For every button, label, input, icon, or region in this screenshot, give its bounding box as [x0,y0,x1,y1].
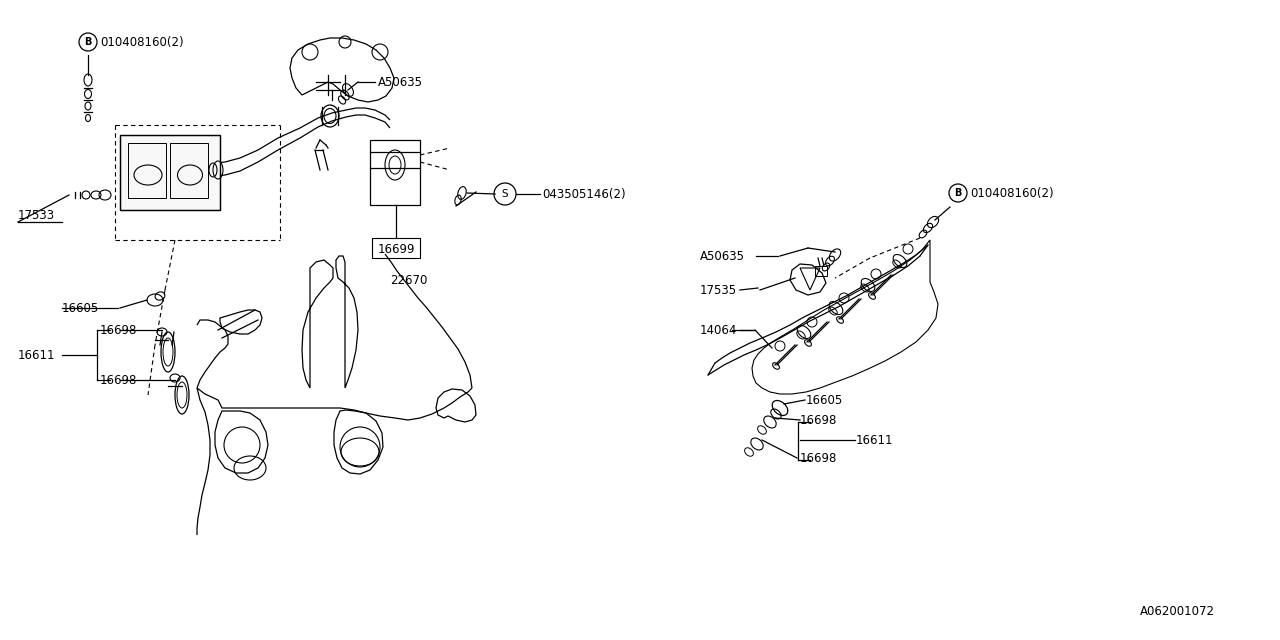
Bar [170,143,209,198]
Text: 22670: 22670 [390,273,428,287]
Text: A062001072: A062001072 [1140,605,1215,618]
Bar [128,143,166,198]
Circle shape [79,33,97,51]
Text: 16698: 16698 [100,323,137,337]
Text: 010408160(2): 010408160(2) [100,35,183,49]
Text: 14064: 14064 [700,323,737,337]
Text: A50635: A50635 [378,76,422,88]
Text: 17533: 17533 [18,209,55,222]
Bar [370,140,420,205]
Text: A50635: A50635 [700,250,745,262]
Text: B: B [955,188,961,198]
Text: 16698: 16698 [800,451,837,465]
Text: 16698: 16698 [800,413,837,426]
Text: 16611: 16611 [18,349,55,362]
Bar [120,135,220,210]
Text: 010408160(2): 010408160(2) [970,186,1053,200]
Text: 16699: 16699 [378,243,415,255]
Text: 16605: 16605 [61,301,100,314]
Text: 17535: 17535 [700,284,737,296]
Text: 16605: 16605 [806,394,844,406]
Text: B: B [84,37,92,47]
Text: 043505146(2): 043505146(2) [541,188,626,200]
Text: S: S [502,189,508,199]
Text: 16698: 16698 [100,374,137,387]
Circle shape [948,184,966,202]
Bar [372,238,420,258]
Text: 16611: 16611 [856,433,893,447]
Bar [815,266,827,276]
Bar [120,135,220,210]
